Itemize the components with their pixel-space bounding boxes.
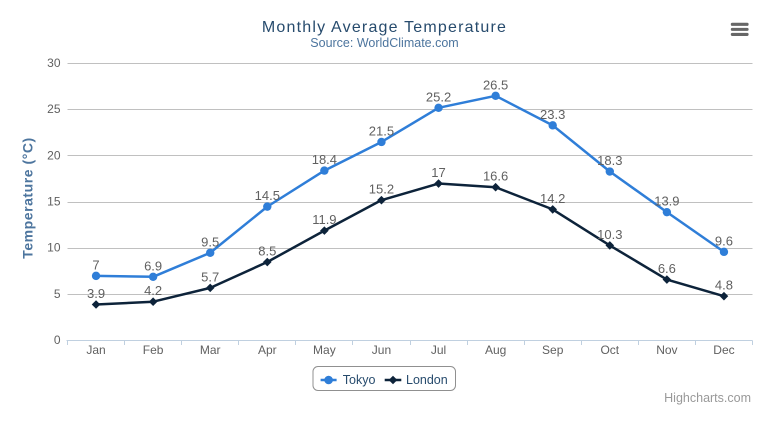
svg-text:Mar: Mar [200, 343, 221, 357]
svg-text:25.2: 25.2 [426, 89, 451, 104]
svg-text:6.9: 6.9 [144, 258, 162, 273]
svg-text:15.2: 15.2 [369, 182, 394, 197]
svg-text:9.6: 9.6 [715, 233, 733, 248]
svg-text:14.2: 14.2 [540, 191, 565, 206]
svg-text:8.5: 8.5 [258, 244, 276, 259]
svg-text:11.9: 11.9 [312, 212, 336, 227]
svg-text:15: 15 [47, 195, 61, 209]
svg-text:Highcharts.com: Highcharts.com [664, 391, 751, 405]
svg-text:25: 25 [47, 102, 61, 116]
svg-text:0: 0 [54, 333, 61, 347]
svg-text:May: May [313, 343, 336, 357]
svg-text:23.3: 23.3 [540, 107, 565, 122]
svg-text:17: 17 [431, 165, 445, 180]
svg-text:Dec: Dec [713, 343, 734, 357]
svg-text:6.6: 6.6 [658, 261, 676, 276]
svg-text:5.7: 5.7 [201, 269, 219, 284]
svg-text:Source: WorldClimate.com: Source: WorldClimate.com [310, 36, 458, 50]
svg-text:9.5: 9.5 [201, 234, 219, 249]
svg-text:20: 20 [47, 148, 61, 162]
svg-text:Tokyo: Tokyo [343, 373, 376, 387]
svg-text:21.5: 21.5 [369, 123, 394, 138]
svg-text:Jan: Jan [86, 343, 105, 357]
svg-text:30: 30 [47, 56, 61, 70]
svg-text:Oct: Oct [600, 343, 619, 357]
svg-text:Sep: Sep [542, 343, 564, 357]
svg-text:26.5: 26.5 [483, 77, 508, 92]
svg-text:18.4: 18.4 [312, 152, 337, 167]
svg-text:Temperature (°C): Temperature (°C) [20, 137, 36, 259]
svg-text:Feb: Feb [143, 343, 164, 357]
svg-text:4.2: 4.2 [144, 283, 162, 298]
svg-text:Aug: Aug [485, 343, 506, 357]
svg-text:Nov: Nov [656, 343, 677, 357]
svg-text:Jul: Jul [431, 343, 446, 357]
svg-text:13.9: 13.9 [654, 194, 679, 209]
svg-text:Apr: Apr [258, 343, 277, 357]
svg-text:Jun: Jun [372, 343, 391, 357]
svg-text:14.5: 14.5 [255, 188, 280, 203]
svg-text:4.8: 4.8 [715, 278, 733, 293]
svg-text:3.9: 3.9 [87, 286, 105, 301]
svg-text:16.6: 16.6 [483, 169, 508, 184]
svg-text:10.3: 10.3 [597, 227, 622, 242]
svg-text:18.3: 18.3 [597, 153, 622, 168]
svg-text:Monthly Average Temperature: Monthly Average Temperature [262, 19, 507, 36]
svg-text:7: 7 [92, 257, 99, 272]
svg-text:London: London [406, 373, 448, 387]
svg-text:5: 5 [54, 287, 61, 301]
svg-text:10: 10 [47, 241, 61, 255]
